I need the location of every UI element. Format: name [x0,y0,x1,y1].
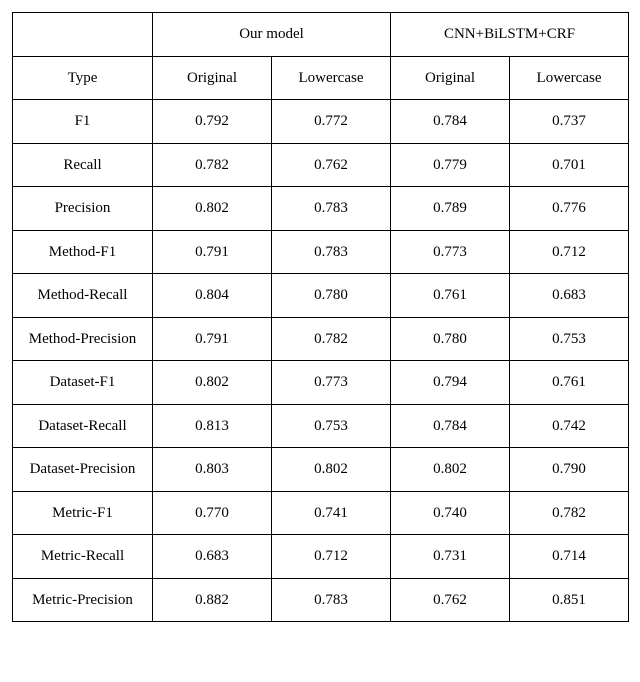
cell-value: 0.784 [391,100,510,144]
cell-value: 0.790 [510,448,629,492]
row-label: Method-Precision [13,317,153,361]
row-label: Metric-Precision [13,578,153,622]
row-label: F1 [13,100,153,144]
cell-value: 0.882 [153,578,272,622]
table-row: Metric-Recall0.6830.7120.7310.714 [13,535,629,579]
cell-value: 0.803 [153,448,272,492]
cell-value: 0.762 [272,143,391,187]
table-row: F10.7920.7720.7840.737 [13,100,629,144]
row-label: Method-Recall [13,274,153,318]
table-row: Method-F10.7910.7830.7730.712 [13,230,629,274]
row-label: Metric-Recall [13,535,153,579]
cell-value: 0.773 [391,230,510,274]
cell-value: 0.782 [272,317,391,361]
cell-value: 0.794 [391,361,510,405]
cell-value: 0.761 [510,361,629,405]
cell-value: 0.802 [153,187,272,231]
cell-value: 0.792 [153,100,272,144]
cell-value: 0.701 [510,143,629,187]
cell-value: 0.761 [391,274,510,318]
row-label: Dataset-F1 [13,361,153,405]
header-type: Type [13,56,153,100]
table-row: Dataset-Recall0.8130.7530.7840.742 [13,404,629,448]
row-label: Metric-F1 [13,491,153,535]
table-row: Method-Recall0.8040.7800.7610.683 [13,274,629,318]
row-label: Precision [13,187,153,231]
table-row: Metric-F10.7700.7410.7400.782 [13,491,629,535]
cell-value: 0.683 [510,274,629,318]
header-original-b: Original [391,56,510,100]
cell-value: 0.851 [510,578,629,622]
table-row: Dataset-F10.8020.7730.7940.761 [13,361,629,405]
cell-value: 0.773 [272,361,391,405]
cell-value: 0.742 [510,404,629,448]
cell-value: 0.741 [272,491,391,535]
table-row: Metric-Precision0.8820.7830.7620.851 [13,578,629,622]
cell-value: 0.737 [510,100,629,144]
table-header: Our model CNN+BiLSTM+CRF Type Original L… [13,13,629,100]
header-row-1: Our model CNN+BiLSTM+CRF [13,13,629,57]
cell-value: 0.784 [391,404,510,448]
table-body: F10.7920.7720.7840.737Recall0.7820.7620.… [13,100,629,622]
row-label: Dataset-Precision [13,448,153,492]
cell-value: 0.780 [272,274,391,318]
cell-value: 0.714 [510,535,629,579]
cell-value: 0.779 [391,143,510,187]
header-blank [13,13,153,57]
cell-value: 0.780 [391,317,510,361]
cell-value: 0.712 [272,535,391,579]
cell-value: 0.813 [153,404,272,448]
row-label: Method-F1 [13,230,153,274]
cell-value: 0.782 [510,491,629,535]
cell-value: 0.783 [272,187,391,231]
table-row: Method-Precision0.7910.7820.7800.753 [13,317,629,361]
cell-value: 0.783 [272,230,391,274]
cell-value: 0.789 [391,187,510,231]
header-cnn-bilstm-crf: CNN+BiLSTM+CRF [391,13,629,57]
row-label: Recall [13,143,153,187]
row-label: Dataset-Recall [13,404,153,448]
results-table: Our model CNN+BiLSTM+CRF Type Original L… [12,12,629,622]
cell-value: 0.802 [272,448,391,492]
header-lowercase-a: Lowercase [272,56,391,100]
table-row: Dataset-Precision0.8030.8020.8020.790 [13,448,629,492]
cell-value: 0.791 [153,230,272,274]
header-lowercase-b: Lowercase [510,56,629,100]
header-row-2: Type Original Lowercase Original Lowerca… [13,56,629,100]
cell-value: 0.762 [391,578,510,622]
header-original-a: Original [153,56,272,100]
cell-value: 0.753 [272,404,391,448]
table-row: Precision0.8020.7830.7890.776 [13,187,629,231]
header-our-model: Our model [153,13,391,57]
cell-value: 0.683 [153,535,272,579]
cell-value: 0.772 [272,100,391,144]
cell-value: 0.791 [153,317,272,361]
table-row: Recall0.7820.7620.7790.701 [13,143,629,187]
cell-value: 0.712 [510,230,629,274]
cell-value: 0.802 [153,361,272,405]
cell-value: 0.782 [153,143,272,187]
cell-value: 0.776 [510,187,629,231]
cell-value: 0.731 [391,535,510,579]
cell-value: 0.802 [391,448,510,492]
cell-value: 0.804 [153,274,272,318]
cell-value: 0.740 [391,491,510,535]
cell-value: 0.783 [272,578,391,622]
cell-value: 0.770 [153,491,272,535]
cell-value: 0.753 [510,317,629,361]
